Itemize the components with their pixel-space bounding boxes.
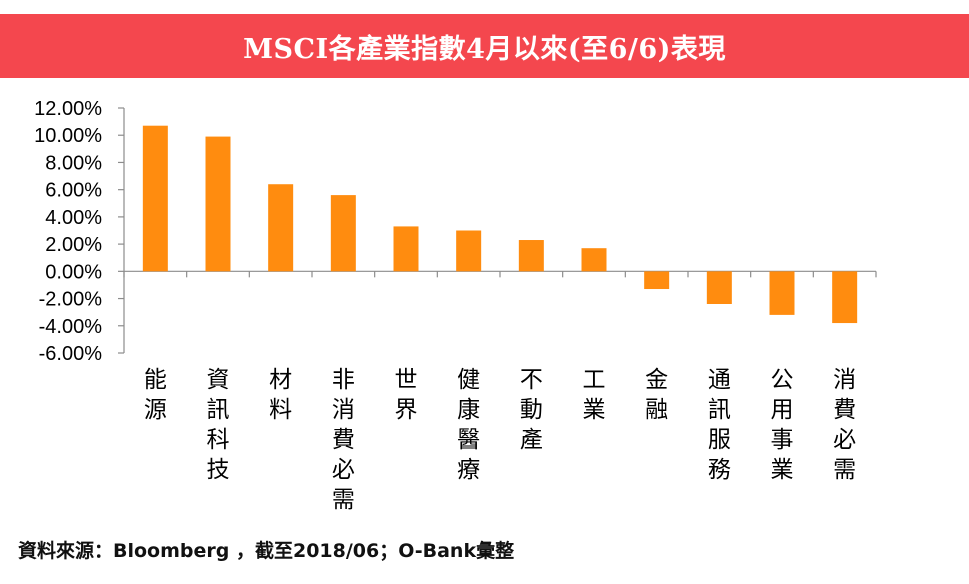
bar	[268, 184, 294, 272]
x-category-label: 不動產	[520, 367, 543, 453]
y-tick-label: 4.00%	[45, 207, 102, 229]
bar	[644, 271, 670, 290]
x-category-label: 公用事業	[771, 367, 794, 483]
bar	[518, 240, 544, 272]
chart-title: MSCI各產業指數4月以來(至6/6)表現	[243, 33, 726, 65]
bar	[142, 125, 168, 272]
bar	[456, 230, 482, 272]
bar-chart: 12.00% 10.00% 8.00% 6.00% 4.00% 2.00% 0.00% -2.…	[34, 98, 877, 513]
bar	[393, 226, 419, 272]
y-tick-label: -2.00%	[39, 289, 103, 311]
y-tick-label: 12.00%	[34, 98, 102, 120]
y-tick-label: 2.00%	[45, 234, 102, 256]
x-category-label: 健康醫療	[457, 367, 480, 483]
bar	[581, 248, 607, 272]
source-note: 資料來源：Bloomberg ，截至2018/06；O-Bank彙整	[18, 540, 515, 562]
y-tick-label: 6.00%	[45, 180, 102, 202]
bar	[205, 136, 231, 272]
y-tick-label: 8.00%	[45, 152, 102, 174]
x-category-label: 通訊服務	[708, 367, 731, 483]
bar	[330, 195, 356, 272]
x-category-label: 材料	[269, 367, 292, 423]
x-category-label: 能源	[144, 367, 167, 423]
y-tick-label: -6.00%	[39, 343, 103, 365]
x-category-label: 工業	[583, 367, 606, 423]
x-category-label: 消費必需	[833, 367, 856, 483]
bar	[706, 271, 732, 304]
title-bar: MSCI各產業指數4月以來(至6/6)表現	[0, 14, 969, 78]
x-category-label: 非消費必需	[332, 367, 355, 513]
y-tick-label: 0.00%	[45, 261, 102, 283]
bar	[832, 271, 858, 324]
x-category-label: 資訊科技	[207, 367, 230, 483]
y-tick-label: -4.00%	[39, 316, 103, 338]
bar	[769, 271, 795, 315]
y-tick-label: 10.00%	[34, 125, 102, 147]
x-category-label: 世界	[395, 367, 418, 423]
x-category-label: 金融	[645, 367, 668, 423]
